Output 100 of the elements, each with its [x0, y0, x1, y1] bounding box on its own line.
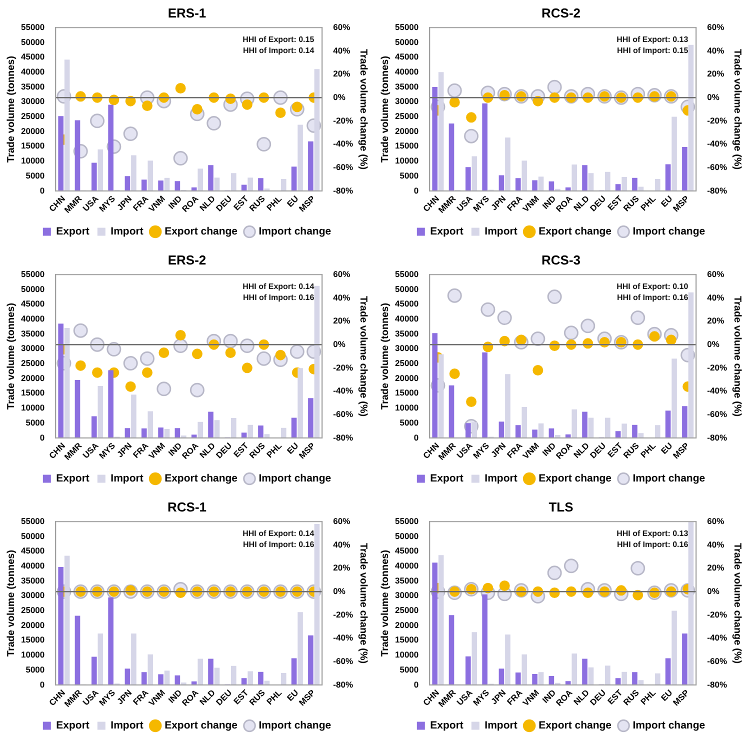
y-tick-label: 10000 — [20, 650, 45, 660]
y2-tick-label: 20% — [707, 68, 725, 79]
y-tick-label: 15000 — [394, 388, 419, 398]
y2-tick-label: -60% — [707, 656, 728, 666]
legend-label: Import change — [632, 720, 706, 732]
chart-title: RCS-3 — [541, 252, 581, 268]
y2-tick-label: -60% — [333, 162, 354, 172]
y-tick-label: 5000 — [26, 417, 45, 428]
y-tick-label: 25000 — [20, 605, 45, 616]
y2-tick-label: 0% — [707, 92, 720, 102]
legend-label: Import change — [632, 226, 706, 238]
y-tick-label: 0 — [40, 432, 45, 442]
legend-label: Import — [110, 472, 144, 485]
legend-label: Import — [484, 720, 518, 732]
y-axis-title: Trade volume (tonnes) — [6, 550, 17, 657]
y-tick-label: 0 — [40, 185, 45, 196]
y2-tick-label: -40% — [707, 632, 728, 643]
y2-tick-label: 0% — [333, 586, 346, 596]
y-tick-label: 30000 — [394, 343, 419, 354]
y2-axis-title: Trade volume change (%) — [357, 296, 368, 417]
y-tick-label: 35000 — [20, 575, 45, 586]
y-tick-label: 25000 — [20, 111, 45, 122]
y2-tick-label: 60% — [333, 516, 351, 526]
y-tick-label: 20000 — [20, 372, 45, 383]
y2-axis-title: Trade volume change (%) — [357, 542, 368, 664]
y-tick-label: 30000 — [20, 96, 45, 106]
y-tick-label: 15000 — [20, 634, 45, 645]
y-tick-label: 15000 — [394, 634, 419, 645]
y-tick-label: 30000 — [20, 343, 45, 354]
y2-tick-label: 20% — [333, 68, 351, 79]
y2-tick-label: 0% — [333, 338, 346, 349]
legend-label: Export change — [538, 720, 612, 732]
y-tick-label: 5000 — [400, 417, 419, 428]
y-axis-title: Trade volume (tonnes) — [380, 302, 391, 410]
y2-tick-label: 60% — [707, 268, 725, 279]
y-tick-label: 35000 — [20, 81, 45, 92]
annotation: HHI of Export: 0.14 — [242, 282, 315, 291]
x-tick-label: PHL — [638, 688, 658, 707]
y-tick-label: 35000 — [394, 575, 419, 586]
y2-tick-label: 40% — [707, 45, 725, 56]
y2-tick-label: -40% — [333, 138, 354, 149]
annotation: HHI of Export: 0.13 — [616, 34, 689, 44]
y2-tick-label: -60% — [707, 408, 728, 419]
legend-label: Export — [56, 226, 90, 238]
legend-label: Import change — [632, 472, 706, 485]
y2-tick-label: 40% — [333, 539, 351, 550]
y2-tick-label: 0% — [333, 92, 346, 102]
chart-title: RCS-1 — [167, 499, 207, 514]
y-tick-label: 50000 — [394, 36, 419, 47]
y-axis-title: Trade volume (tonnes) — [380, 56, 391, 163]
legend-label: Export change — [538, 226, 612, 238]
y-tick-label: 10000 — [394, 402, 419, 413]
y-tick-label: 40000 — [394, 66, 419, 76]
y-tick-label: 20000 — [394, 372, 419, 383]
y-tick-label: 10000 — [20, 156, 45, 166]
y-tick-label: 0 — [40, 679, 45, 690]
x-tick-label: PHL — [638, 440, 658, 460]
y-tick-label: 30000 — [394, 590, 419, 600]
y-tick-label: 20000 — [394, 620, 419, 630]
annotation: HHI of Import: 0.14 — [243, 46, 315, 55]
legend-label: Export — [56, 472, 90, 485]
legend-label: Export change — [164, 720, 238, 732]
y2-tick-label: 60% — [333, 22, 351, 32]
y2-tick-label: -60% — [707, 162, 728, 172]
y-tick-label: 45000 — [20, 298, 45, 309]
y-tick-label: 45000 — [20, 52, 45, 62]
y2-tick-label: -60% — [333, 408, 354, 419]
y-tick-label: 45000 — [394, 298, 419, 309]
y2-axis-title: Trade volume change (%) — [731, 48, 742, 170]
y-tick-label: 50000 — [20, 36, 45, 47]
x-tick-label: PHL — [264, 688, 284, 707]
y2-tick-label: 40% — [707, 292, 725, 302]
y-tick-label: 30000 — [20, 590, 45, 600]
y2-tick-label: -80% — [707, 679, 728, 690]
y-axis-title: Trade volume (tonnes) — [380, 550, 391, 657]
y-tick-label: 25000 — [20, 358, 45, 368]
y-axis-title: Trade volume (tonnes) — [6, 56, 17, 163]
legend-label: Import — [484, 226, 518, 238]
y-tick-label: 50000 — [20, 530, 45, 541]
annotation: HHI of Import: 0.16 — [243, 292, 315, 302]
y2-tick-label: 40% — [333, 292, 351, 302]
y2-tick-label: -40% — [333, 632, 354, 643]
y-tick-label: 55000 — [394, 268, 419, 279]
y-tick-label: 40000 — [20, 560, 45, 570]
y-tick-label: 40000 — [394, 313, 419, 324]
legend-label: Import change — [258, 472, 332, 485]
chart-title: TLS — [548, 499, 574, 514]
legend-label: Export — [430, 720, 464, 732]
legend-label: Import — [484, 472, 518, 485]
y2-tick-label: -20% — [707, 115, 728, 126]
y-tick-label: 5000 — [26, 170, 45, 180]
y-tick-label: 40000 — [20, 313, 45, 324]
y-tick-label: 10000 — [20, 402, 45, 413]
y2-axis-title: Trade volume change (%) — [731, 296, 742, 417]
x-tick-label: PHL — [264, 440, 284, 460]
x-tick-label: PHL — [638, 194, 658, 213]
legend-label: Export change — [538, 472, 612, 485]
y2-tick-label: 20% — [333, 562, 351, 573]
y-tick-label: 50000 — [20, 284, 45, 294]
y2-tick-label: -20% — [707, 362, 728, 372]
